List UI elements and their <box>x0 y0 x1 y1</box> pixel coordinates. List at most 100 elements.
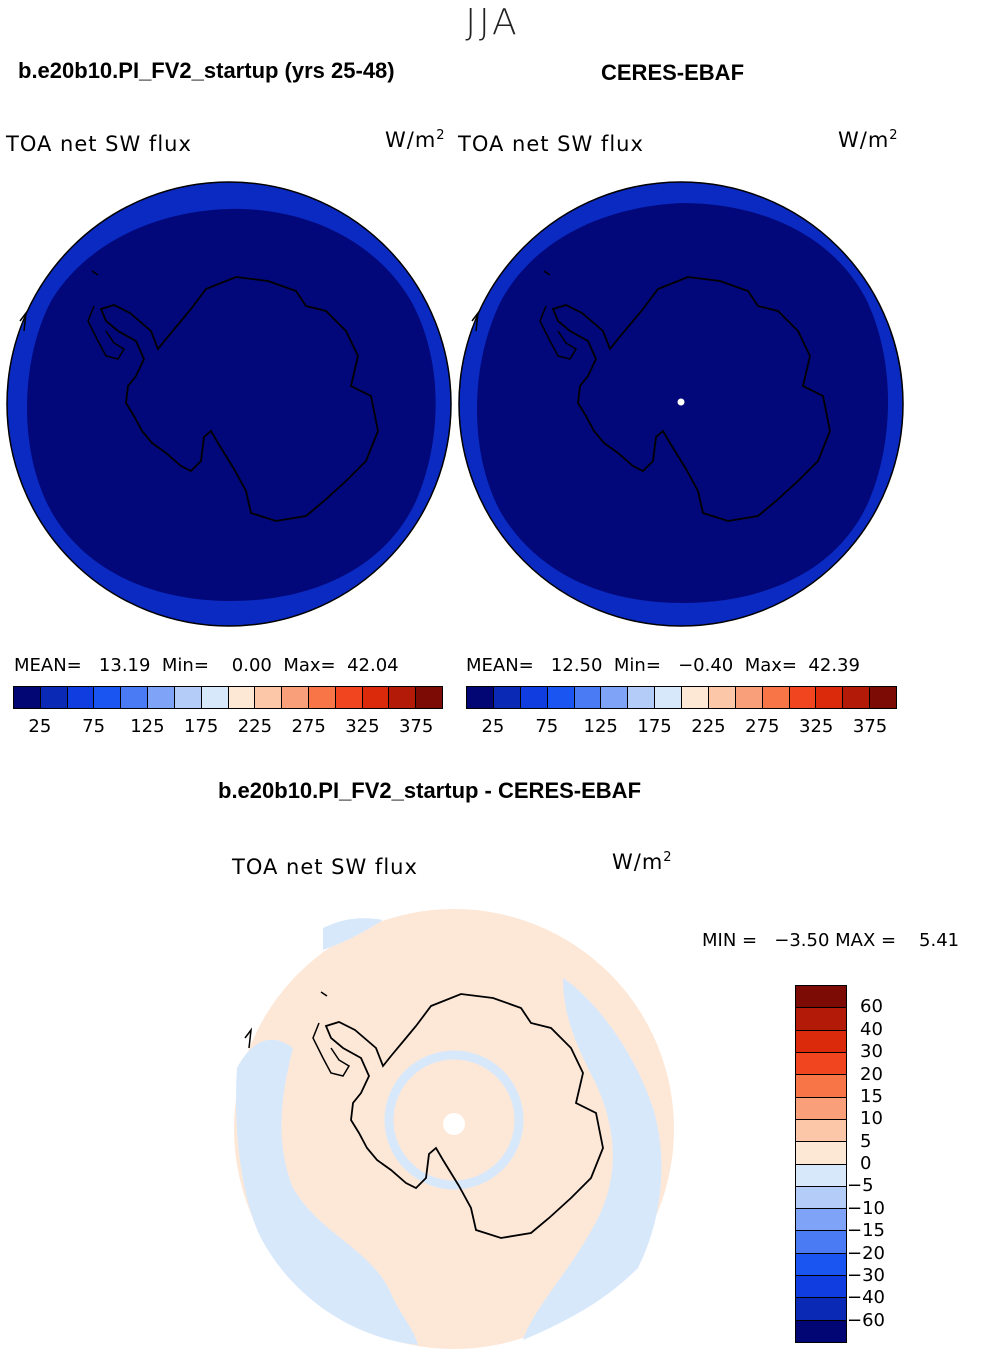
colorbar-swatch <box>493 687 521 708</box>
pole-missing-dot <box>677 398 685 406</box>
coast-edge-mark <box>19 310 28 332</box>
colorbar-swatch <box>201 687 229 708</box>
colorbar-swatch <box>843 687 871 708</box>
polar-map-diff <box>234 909 674 1349</box>
colorbar-swatch <box>796 1052 846 1076</box>
colorbar-swatch <box>389 687 417 708</box>
colorbar-tick-label: −60 <box>847 1309 885 1331</box>
colorbar-tick-label: 325 <box>799 716 834 737</box>
colorbar-swatch <box>467 687 494 708</box>
colorbar-swatch <box>682 687 709 708</box>
colorbar-swatch <box>174 687 202 708</box>
colorbar-swatch <box>335 687 363 708</box>
colorbar-tick-label: 125 <box>583 716 618 737</box>
colorbar-tick-label: 125 <box>130 716 165 737</box>
units-label-model: W/m2 <box>385 128 446 152</box>
colorbar-swatch <box>796 1276 846 1299</box>
colorbar-tick-label: 275 <box>291 716 326 737</box>
colorbar-swatch <box>655 687 682 708</box>
colorbar-tick-label: 375 <box>398 716 434 737</box>
colorbar-swatch <box>796 1097 846 1120</box>
island-mark <box>543 270 551 276</box>
pole-missing-dot <box>443 1113 465 1135</box>
colorbar-swatch <box>796 1075 846 1098</box>
colorbar-swatch <box>735 687 763 708</box>
colorbar-tick-label: 60 <box>860 996 883 1018</box>
diff-minmax: MIN = −3.50 MAX = 5.41 <box>702 930 960 951</box>
colorbar-tick-label: 0 <box>860 1153 872 1174</box>
variable-label-model: TOA net SW flux <box>6 132 192 156</box>
colorbar-tick-label: −5 <box>847 1175 874 1197</box>
units-label-obs: W/m2 <box>838 128 899 152</box>
colorbar-tick-label: −30 <box>847 1264 885 1286</box>
colorbar-swatch <box>547 687 575 708</box>
colorbar-swatch <box>796 1186 846 1210</box>
colorbar-swatch <box>308 687 336 708</box>
colorbar-tick-label: −15 <box>847 1220 885 1242</box>
stats-model: MEAN= 13.19 Min= 0.00 Max= 42.04 <box>14 655 399 676</box>
antarctica-coastline <box>324 993 604 1239</box>
colorbar-swatch <box>708 687 736 708</box>
colorbar-tick-label: 175 <box>183 716 219 737</box>
diff-header: b.e20b10.PI_FV2_startup - CERES-EBAF <box>218 778 642 803</box>
coast-edge-mark <box>471 310 480 332</box>
colorbar-swatch <box>796 1320 846 1342</box>
colorbar-model <box>13 686 443 709</box>
colorbar-tick-label: 175 <box>637 716 672 737</box>
colorbar-swatch <box>796 1008 846 1031</box>
colorbar-tick-label: 75 <box>535 716 559 737</box>
colorbar-swatch <box>416 687 442 708</box>
antarctic-peninsula <box>539 305 578 360</box>
colorbar-swatch <box>255 687 283 708</box>
colorbar-tick-label: 275 <box>745 716 780 737</box>
coast-edge-mark <box>244 1027 253 1049</box>
antarctica-coastline <box>551 276 831 522</box>
colorbar-tick-label: 225 <box>237 716 273 737</box>
island-mark <box>91 270 99 276</box>
colorbar-tick-label: 20 <box>860 1063 883 1085</box>
colorbar-swatch <box>762 687 790 708</box>
panel-header-obs: CERES-EBAF <box>601 60 745 85</box>
colorbar-tick-label: 10 <box>860 1108 883 1130</box>
colorbar-swatch <box>148 687 175 708</box>
colorbar-swatch <box>796 1030 846 1053</box>
island-mark <box>320 991 328 997</box>
colorbar-tick-label: 325 <box>345 716 380 737</box>
colorbar-swatch <box>628 687 656 708</box>
colorbar-tick-label: 25 <box>28 716 52 737</box>
colorbar-swatch <box>601 687 629 708</box>
colorbar-swatch <box>796 1231 846 1254</box>
colorbar-swatch <box>796 1164 846 1187</box>
variable-label-diff: TOA net SW flux <box>232 855 418 879</box>
colorbar-swatch <box>40 687 68 708</box>
colorbar-swatch <box>789 687 817 708</box>
colorbar-tick-label: −40 <box>847 1287 885 1309</box>
colorbar-obs <box>466 686 897 709</box>
colorbar-swatch <box>94 687 122 708</box>
colorbar-swatch <box>796 1298 846 1321</box>
colorbar-swatch <box>14 687 41 708</box>
colorbar-tick-label: −10 <box>847 1197 885 1219</box>
colorbar-swatch <box>282 687 309 708</box>
colorbar-swatch <box>796 1119 846 1143</box>
variable-label-obs: TOA net SW flux <box>458 132 644 156</box>
antarctic-peninsula <box>312 1022 351 1077</box>
colorbar-diff <box>795 985 847 1343</box>
polar-map-model <box>6 181 452 627</box>
colorbar-tick-label: 75 <box>82 716 106 737</box>
colorbar-tick-label: −20 <box>847 1242 885 1264</box>
negative-region-northwest <box>323 918 383 950</box>
colorbar-swatch <box>796 1142 846 1165</box>
colorbar-swatch <box>228 687 256 708</box>
colorbar-tick-label: 25 <box>481 716 505 737</box>
stats-obs: MEAN= 12.50 Min= −0.40 Max= 42.39 <box>466 655 860 676</box>
negative-region-east <box>523 978 662 1340</box>
colorbar-swatch <box>362 687 390 708</box>
colorbar-swatch <box>796 1253 846 1277</box>
colorbar-tick-label: 40 <box>860 1018 883 1040</box>
colorbar-tick-label: 5 <box>860 1130 872 1152</box>
colorbar-swatch <box>520 687 548 708</box>
antarctica-coastline <box>99 276 379 522</box>
negative-region-west <box>236 1039 418 1345</box>
colorbar-tick-label: 30 <box>860 1041 883 1063</box>
